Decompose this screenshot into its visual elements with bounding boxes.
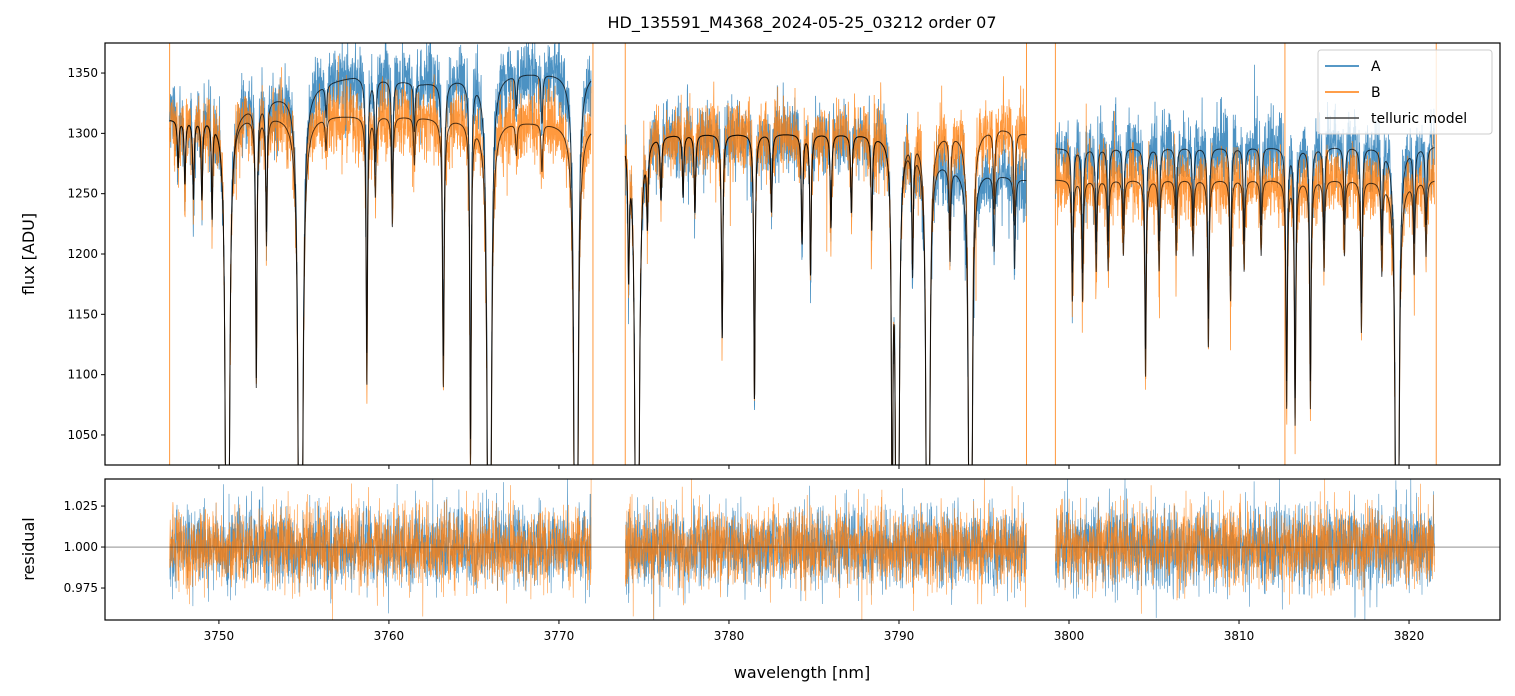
flux-ylabel: flux [ADU]: [19, 213, 38, 295]
y-tick-label: 1350: [67, 66, 98, 80]
y-tick-label: 1050: [67, 428, 98, 442]
x-axis-label: wavelength [nm]: [734, 663, 871, 682]
residual-axes-frame: [104, 478, 1501, 621]
residual-panel: [105, 479, 1500, 620]
x-tick-label: 3810: [1224, 629, 1255, 643]
legend-label-model: telluric model: [1371, 111, 1467, 127]
x-tick-label: 3770: [544, 629, 575, 643]
y-tick-label: 1100: [67, 368, 98, 382]
y-tick-label: 1200: [67, 247, 98, 261]
telluric-model-line-b: [169, 116, 592, 465]
y-tick-label: 1150: [67, 307, 98, 321]
series-b-residual-line: [1055, 479, 1435, 614]
x-tick-label: 3760: [374, 629, 405, 643]
legend: A B telluric model: [1317, 49, 1493, 135]
telluric-model-line-a: [169, 74, 592, 465]
x-tick-label: 3780: [714, 629, 745, 643]
y-tick-label: 1300: [67, 126, 98, 140]
residual-y-tick-label: 0.975: [64, 581, 98, 595]
x-tick-label: 3800: [1054, 629, 1085, 643]
y-tick-label: 1250: [67, 187, 98, 201]
legend-label-b: B: [1371, 85, 1381, 101]
series-b-residual-line: [169, 479, 592, 620]
telluric-model-line-b: [1055, 179, 1435, 465]
series-b-flux-line: [624, 76, 1027, 465]
series-b-residual-line: [625, 479, 1027, 620]
residual-y-tick-label: 1.025: [64, 499, 98, 513]
chart-title: HD_135591_M4368_2024-05-25_03212 order 0…: [607, 13, 996, 33]
legend-label-a: A: [1371, 59, 1381, 75]
telluric-model-line-b: [624, 130, 1027, 465]
telluric-model-line-a: [624, 134, 1027, 465]
residual-y-tick-label: 1.000: [64, 540, 98, 554]
flux-panel: [169, 43, 1437, 465]
telluric-model-line-a: [1055, 147, 1435, 465]
series-b-flux-line: [169, 55, 592, 465]
x-tick-label: 3750: [204, 629, 235, 643]
residual-ylabel: residual: [19, 517, 38, 580]
x-tick-label: 3790: [884, 629, 915, 643]
x-tick-label: 3820: [1394, 629, 1425, 643]
